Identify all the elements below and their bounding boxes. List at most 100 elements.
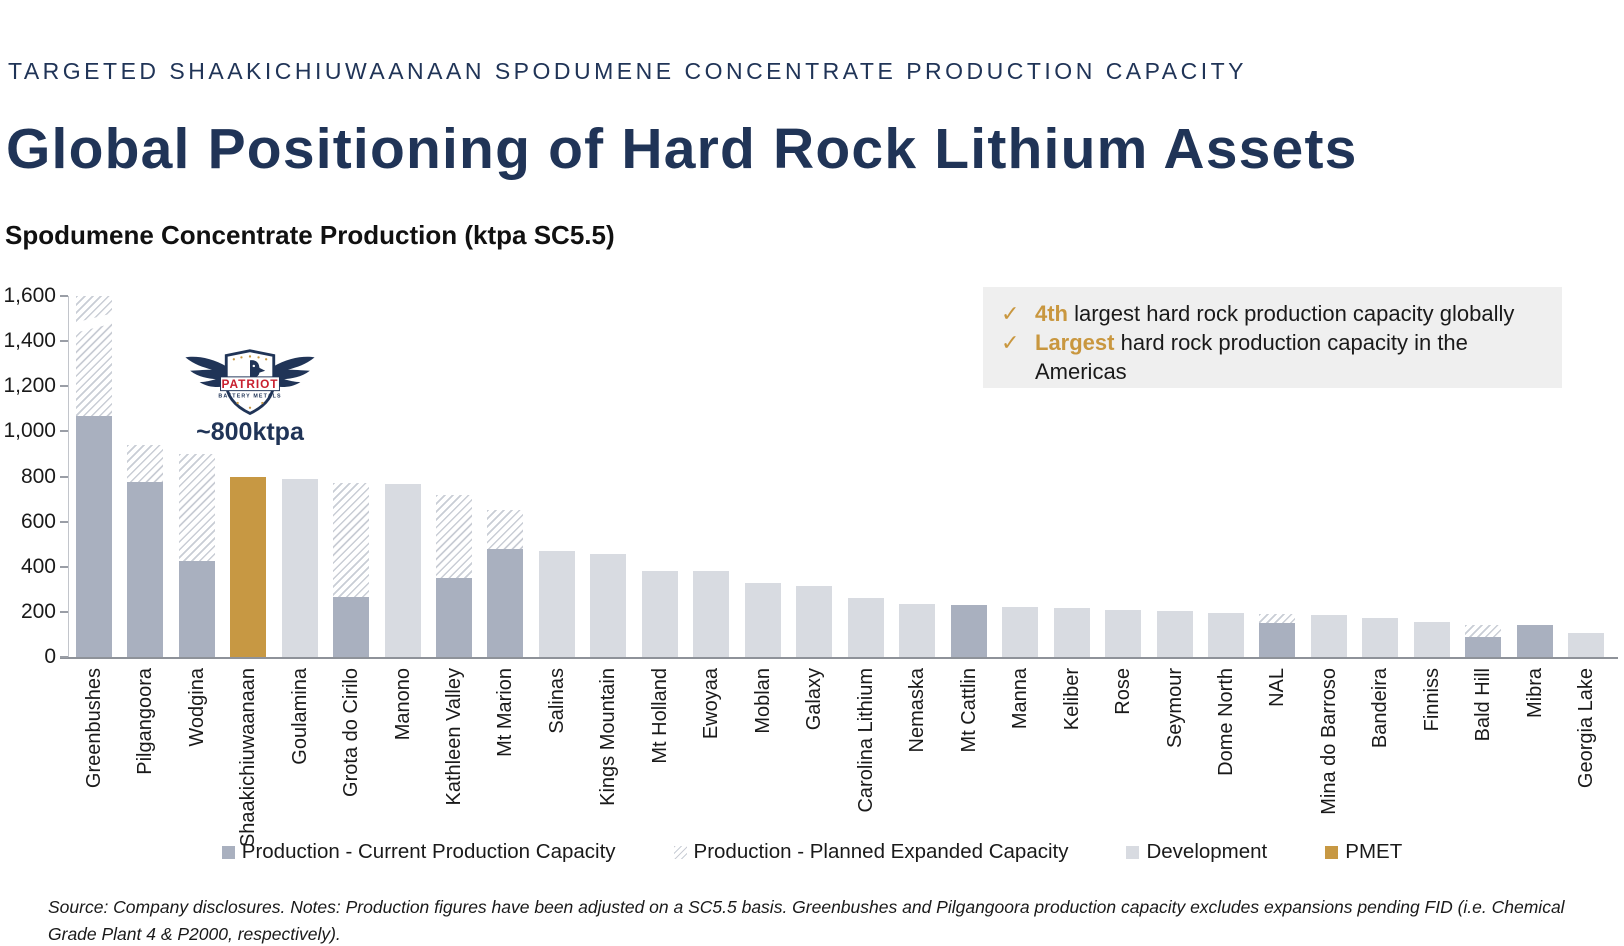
y-tick-mark xyxy=(60,430,68,433)
bar-kathleen-valley xyxy=(436,578,472,657)
x-label-rose: Rose xyxy=(1112,668,1135,715)
x-label-georgia-lake: Georgia Lake xyxy=(1575,668,1598,789)
x-label-bandeira: Bandeira xyxy=(1369,668,1392,749)
x-label-mt-cattlin: Mt Cattlin xyxy=(957,668,980,753)
y-tick-label: 0 xyxy=(44,645,56,668)
y-tick-mark xyxy=(60,520,68,523)
x-axis-line xyxy=(60,657,1618,659)
y-tick-mark xyxy=(60,610,68,613)
x-label-mibra: Mibra xyxy=(1523,668,1546,719)
x-label-mt-marion: Mt Marion xyxy=(494,668,517,757)
callout-text: 4th largest hard rock production capacit… xyxy=(1035,301,1515,326)
logo-wordmark: PATRIOT xyxy=(222,377,279,391)
legend-item-planned: Production - Planned Expanded Capacity xyxy=(673,840,1068,864)
y-tick-mark xyxy=(60,656,68,658)
x-label-manna: Manna xyxy=(1009,668,1032,730)
x-label-goulamina: Goulamina xyxy=(288,668,311,765)
x-label-ewoyaa: Ewoyaa xyxy=(700,668,723,740)
y-tick-label: 1,600 xyxy=(3,284,56,307)
chart-title: Spodumene Concentrate Production (ktpa S… xyxy=(5,220,615,250)
x-label-seymour: Seymour xyxy=(1163,668,1186,749)
logo-subtext: BATTERY METALS xyxy=(218,393,281,399)
bar-planned-segment-mt-marion xyxy=(487,510,524,549)
legend-label: PMET xyxy=(1345,840,1403,863)
chart-legend: Production - Current Production Capacity… xyxy=(0,840,1624,864)
y-tick-label: 800 xyxy=(20,464,56,488)
checkmark-icon: ✓ xyxy=(1001,330,1020,355)
bar-planned-segment-kathleen-valley xyxy=(436,494,472,579)
y-axis-line xyxy=(68,296,69,657)
x-label-mina-do-barroso: Mina do Barroso xyxy=(1317,668,1340,815)
bar-bald-hill xyxy=(1465,636,1502,657)
bar-planned-segment-grota-do-cirilo xyxy=(333,483,370,598)
legend-swatch-production xyxy=(221,845,235,859)
legend-label: Production - Current Production Capacity xyxy=(241,840,616,863)
x-label-carolina-lithium: Carolina Lithium xyxy=(854,668,877,813)
bar-finniss xyxy=(1413,622,1450,657)
x-label-greenbushes: Greenbushes xyxy=(82,668,105,789)
y-tick-label: 200 xyxy=(20,599,56,623)
highlights-callout: ✓ 4th largest hard rock production capaci… xyxy=(983,287,1562,388)
checkmark-icon: ✓ xyxy=(1001,301,1020,326)
bar-carolina-lithium xyxy=(847,598,884,657)
x-label-mt-holland: Mt Holland xyxy=(648,668,671,764)
y-tick-mark xyxy=(60,340,68,343)
bar-salinas xyxy=(538,550,575,657)
callout-highlight: 4th xyxy=(1035,301,1068,326)
callout-item-2: ✓ Largest hard rock production capacity i… xyxy=(1001,328,1546,386)
bar-pilgangoora xyxy=(127,482,164,657)
legend-label: Development xyxy=(1146,840,1268,863)
bar-mt-marion xyxy=(487,548,524,657)
bar-mibra xyxy=(1516,625,1553,657)
bar-goulamina xyxy=(281,478,318,657)
y-tick-mark xyxy=(60,565,68,568)
bar-wodgina xyxy=(178,561,215,657)
x-label-finniss: Finniss xyxy=(1420,668,1443,732)
x-label-moblan: Moblan xyxy=(751,668,774,734)
bar-planned-segment-wodgina xyxy=(178,453,215,562)
x-label-kings-mountain: Kings Mountain xyxy=(597,668,620,806)
y-tick-mark xyxy=(60,295,68,297)
bar-moblan xyxy=(744,582,781,657)
x-label-bald-hill: Bald Hill xyxy=(1472,668,1495,742)
y-tick-label: 1,000 xyxy=(3,419,56,443)
y-tick-label: 400 xyxy=(20,554,56,578)
source-note: Source: Company disclosures. Notes: Prod… xyxy=(48,894,1608,946)
page-title: Global Positioning of Hard Rock Lithium … xyxy=(6,117,1358,181)
bar-seymour xyxy=(1156,610,1193,657)
bar-manna xyxy=(1002,607,1039,657)
y-tick-label: 1,400 xyxy=(3,329,56,353)
x-label-grota-do-cirilo: Grota do Cirilo xyxy=(340,668,363,797)
x-label-dome-north: Dome North xyxy=(1215,668,1237,776)
x-label-nemaska: Nemaska xyxy=(906,668,929,753)
x-label-wodgina: Wodgina xyxy=(185,668,208,747)
callout-item-1: ✓ 4th largest hard rock production capaci… xyxy=(1001,299,1546,328)
x-label-salinas: Salinas xyxy=(545,668,568,734)
callout-highlight: Largest xyxy=(1035,330,1115,355)
y-tick-mark xyxy=(60,385,68,388)
x-label-kathleen-valley: Kathleen Valley xyxy=(443,668,465,806)
bar-kings-mountain xyxy=(590,554,627,657)
bar-bandeira xyxy=(1362,617,1399,657)
bar-georgia-lake xyxy=(1568,633,1605,657)
x-label-nal: NAL xyxy=(1266,668,1289,707)
legend-swatch-pmet xyxy=(1325,845,1339,859)
y-tick-mark xyxy=(60,475,68,478)
bar-nal xyxy=(1259,623,1296,657)
x-label-shaakichiuwaanaan: Shaakichiuwaanaan xyxy=(237,668,260,848)
y-tick-label: 600 xyxy=(20,509,56,533)
x-label-pilgangoora: Pilgangoora xyxy=(134,668,157,775)
bar-ewoyaa xyxy=(693,571,730,657)
x-label-manono: Manono xyxy=(391,668,414,741)
bar-greenbushes xyxy=(75,415,112,657)
bar-shaakichiuwaanaan xyxy=(230,476,267,657)
bar-keliber xyxy=(1053,608,1090,657)
legend-swatch-development xyxy=(1126,845,1140,859)
bar-mt-cattlin xyxy=(950,605,987,657)
callout-text: Largest hard rock production capacity in… xyxy=(1035,330,1468,384)
legend-item-pmet: PMET xyxy=(1325,840,1402,864)
bar-grota-do-cirilo xyxy=(333,597,370,657)
source-note-line1: Source: Company disclosures. Notes: Prod… xyxy=(48,897,1565,945)
